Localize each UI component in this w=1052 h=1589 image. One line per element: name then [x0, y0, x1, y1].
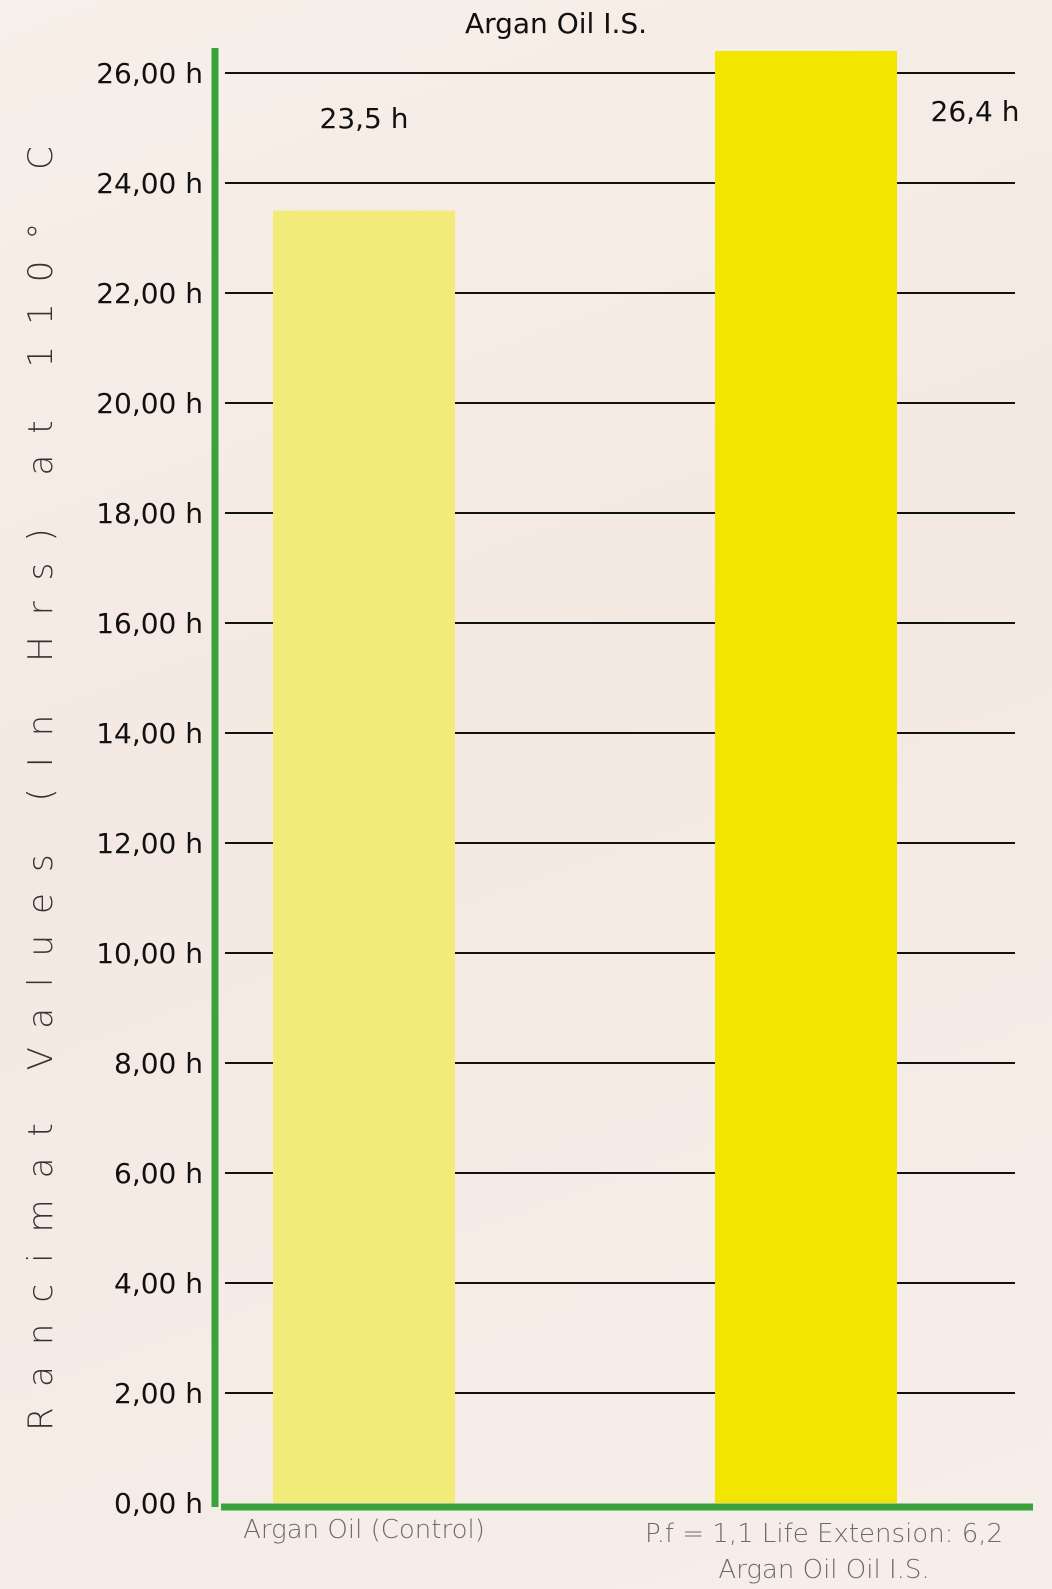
y-tick-label: 0,00 h: [114, 1487, 203, 1520]
bars: [273, 51, 897, 1503]
y-tick-label: 14,00 h: [96, 717, 203, 750]
chart-title: Argan Oil I.S.: [465, 7, 647, 40]
y-tick-label: 18,00 h: [96, 497, 203, 530]
y-tick-label: 26,00 h: [96, 57, 203, 90]
y-tick-label: 6,00 h: [114, 1157, 203, 1190]
data-label: 23,5 h: [320, 102, 409, 135]
category-label: P.f = 1,1 Life Extension: 6,2: [645, 1519, 1003, 1549]
category-label: Argan Oil Oil I.S.: [718, 1555, 929, 1585]
bar: [273, 210, 455, 1503]
y-tick-labels: 0,00 h 2,00 h 4,00 h 6,00 h 8,00 h 10,00 h 12,…: [96, 57, 203, 1520]
y-tick-label: 2,00 h: [114, 1377, 203, 1410]
y-tick-label: 10,00 h: [96, 937, 203, 970]
y-tick-label: 4,00 h: [114, 1267, 203, 1300]
category-labels: Argan Oil (Control) P.f = 1,1 Life Extens…: [243, 1515, 1003, 1585]
y-tick-label: 12,00 h: [96, 827, 203, 860]
y-tick-label: 22,00 h: [96, 277, 203, 310]
bar: [715, 51, 897, 1503]
y-axis-label: Rancimat Values (In Hrs) at 110° C: [21, 125, 61, 1431]
data-labels: 23,5 h 26,4 h: [320, 95, 1020, 135]
y-tick-label: 16,00 h: [96, 607, 203, 640]
category-label: Argan Oil (Control): [243, 1515, 485, 1545]
y-tick-label: 20,00 h: [96, 387, 203, 420]
axes: [211, 48, 1033, 1511]
y-tick-label: 8,00 h: [114, 1047, 203, 1080]
y-tick-label: 24,00 h: [96, 167, 203, 200]
data-label: 26,4 h: [931, 95, 1020, 128]
